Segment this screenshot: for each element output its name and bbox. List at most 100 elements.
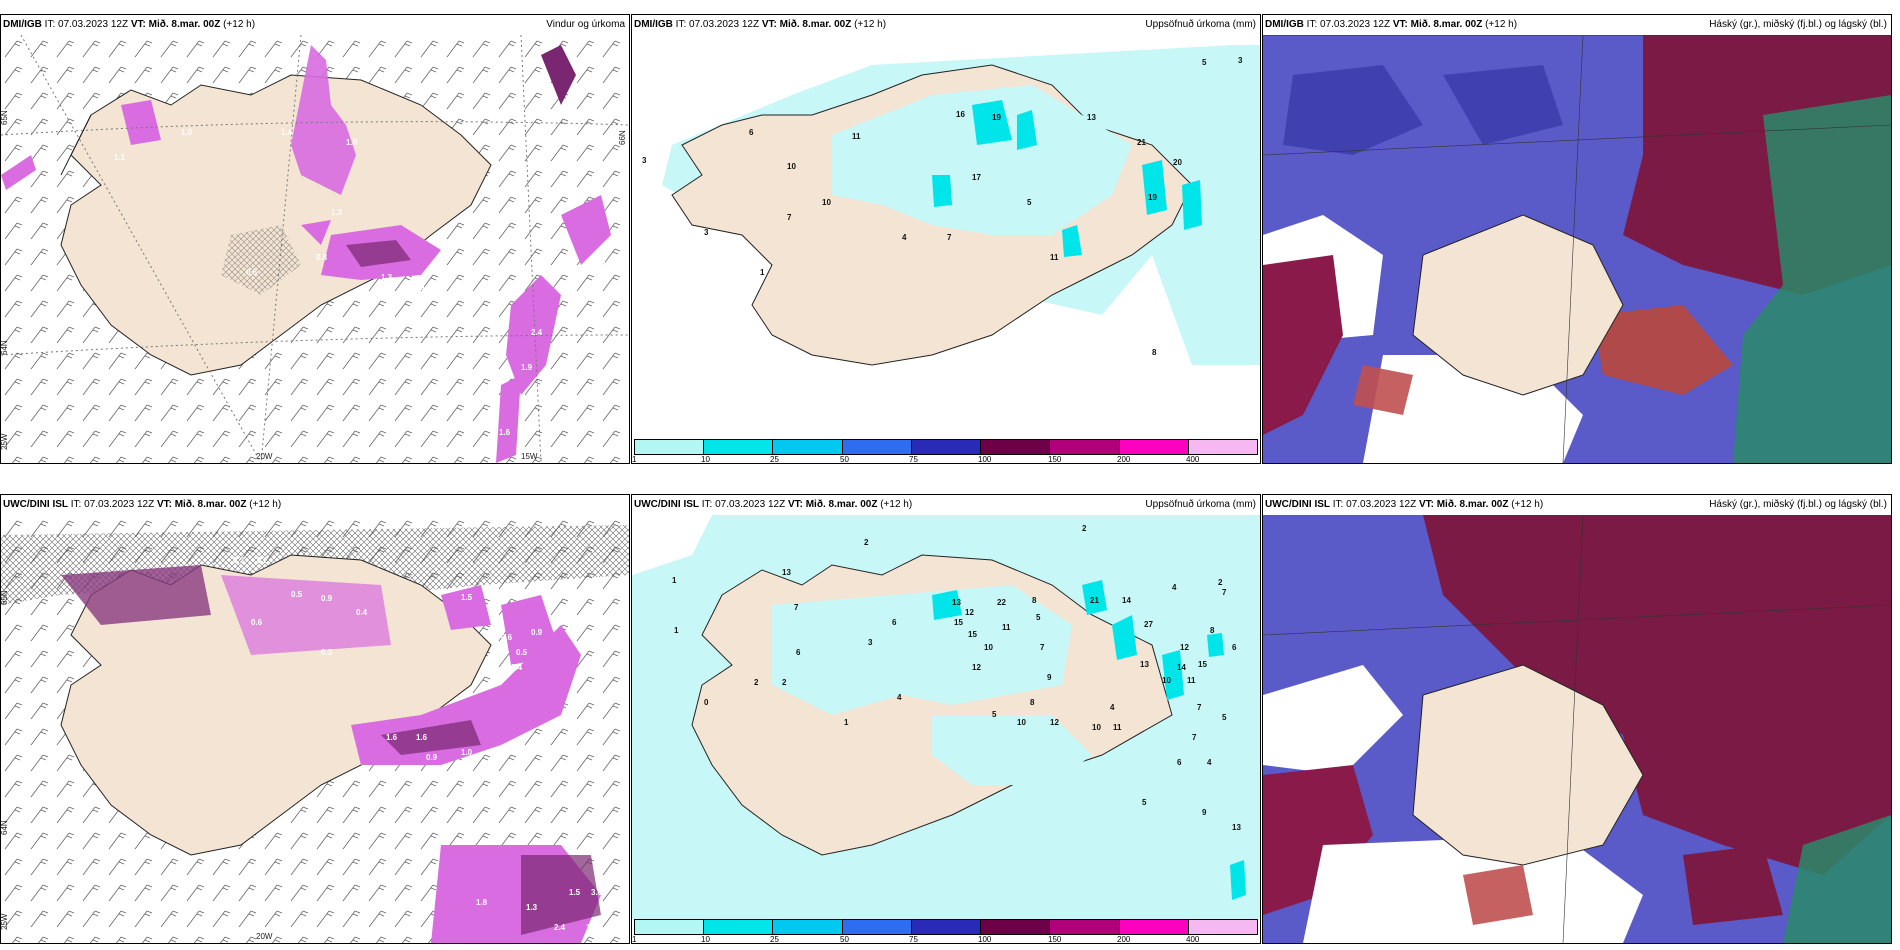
value-label: 1.0 xyxy=(181,128,193,137)
value-label: 5 xyxy=(1222,713,1227,722)
panel-header: DMI/IGB IT: 07.03.2023 12Z VT: Mið. 8.ma… xyxy=(1263,15,1891,35)
value-label: 20 xyxy=(1173,158,1182,167)
forecast-step: (+12 h) xyxy=(220,19,256,30)
value-label: 1 xyxy=(672,576,677,585)
panel-clouds-dmi: DMI/IGB IT: 07.03.2023 12Z VT: Mið. 8.ma… xyxy=(1262,14,1892,464)
value-label: 13 xyxy=(1087,113,1096,122)
legend-tick: 75 xyxy=(909,455,918,464)
value-label: 12 xyxy=(965,608,974,617)
panel-wind-precip-dmi: DMI/IGB IT: 07.03.2023 12Z VT: Mið. 8.ma… xyxy=(0,14,630,464)
valid-time-label: VT: xyxy=(1418,499,1434,510)
legend-tick: 100 xyxy=(978,455,992,464)
value-label: 17 xyxy=(972,173,981,182)
value-label: 1.1 xyxy=(114,153,126,162)
panel-accum-precip-dmi: DMI/IGB IT: 07.03.2023 12Z VT: Mið. 8.ma… xyxy=(631,14,1261,464)
precip-color-legend: 1 10 25 50 75 100 150 200 400 xyxy=(632,919,1260,943)
value-label: 3 xyxy=(868,638,873,647)
init-time: IT: 07.03.2023 12Z xyxy=(1330,499,1419,510)
map-canvas: 65N 64N 25W 20W 15W 66N 1.1 1.0 0.5 1.3 … xyxy=(1,35,629,463)
value-label: 8 xyxy=(1210,626,1215,635)
value-label: 0.9 xyxy=(321,594,333,603)
legend-tick: 1 xyxy=(632,935,637,944)
value-label: 12 xyxy=(1050,718,1059,727)
legend-swatch xyxy=(911,440,982,454)
forecast-step: (+12 h) xyxy=(1508,499,1544,510)
value-label: 9 xyxy=(1047,673,1052,682)
lat-label-64n: 64N xyxy=(1,820,9,835)
value-label: 0.5 xyxy=(516,648,528,657)
legend-tick: 100 xyxy=(978,935,992,944)
value-label: 13 xyxy=(1140,660,1149,669)
legend-tick: 75 xyxy=(909,935,918,944)
legend-swatch xyxy=(981,920,1051,934)
value-label: 1 xyxy=(844,718,849,727)
value-label: 7 xyxy=(1222,588,1227,597)
value-label: 6 xyxy=(749,128,754,137)
value-label: 10 xyxy=(1017,718,1026,727)
legend-swatch xyxy=(773,440,843,454)
legend-tick: 150 xyxy=(1048,455,1062,464)
value-label: 1.8 xyxy=(476,898,488,907)
init-time: IT: 07.03.2023 12Z xyxy=(699,499,788,510)
value-label: 14 xyxy=(1122,596,1131,605)
valid-time-label: VT: xyxy=(1392,19,1408,30)
panel-title: Háský (gr.), miðský (fj.bl.) og lágský (… xyxy=(1709,19,1887,30)
value-label: 1.0 xyxy=(461,748,473,757)
init-time: IT: 07.03.2023 12Z xyxy=(672,19,762,30)
value-label: 4 xyxy=(1110,703,1115,712)
value-label: 0.3 xyxy=(233,556,245,565)
value-label: 1.7 xyxy=(586,923,598,932)
value-label: 10 xyxy=(1092,723,1101,732)
value-label: 1.3 xyxy=(451,283,463,292)
value-label: 15 xyxy=(1198,660,1207,669)
valid-time: Mið. 8.mar. 00Z xyxy=(776,19,852,30)
legend-tick: 150 xyxy=(1048,935,1062,944)
value-label: 2 xyxy=(782,678,787,687)
value-label: 5 xyxy=(1027,198,1032,207)
map-canvas: 65N 64N 25W 20W 0.3 0.2 0.5 0.9 0.4 0.6 … xyxy=(1,515,629,943)
value-label: 22 xyxy=(997,598,1006,607)
panel-header: UWC/DINI ISL IT: 07.03.2023 12Z VT: Mið.… xyxy=(1,495,629,515)
value-label: 0.6 xyxy=(501,633,513,642)
value-label: 5 xyxy=(992,710,997,719)
panel-title: Uppsöfnuð úrkoma (mm) xyxy=(1145,19,1256,30)
value-label: 10 xyxy=(822,198,831,207)
value-label: 21 xyxy=(1137,138,1146,147)
value-label: 13 xyxy=(782,568,791,577)
value-label: 11 xyxy=(1187,676,1196,685)
value-label: 1.4 xyxy=(281,128,293,137)
model-name: DMI/IGB xyxy=(634,19,673,30)
panel-title: Háský (gr.), miðský (fj.bl.) og lágský (… xyxy=(1709,499,1887,510)
panel-header: UWC/DINI ISL IT: 07.03.2023 12Z VT: Mið.… xyxy=(1263,495,1891,515)
model-name: DMI/IGB xyxy=(3,19,42,30)
value-label: 16 xyxy=(956,110,965,119)
model-name: UWC/DINI ISL xyxy=(3,499,68,510)
value-label: 1.3 xyxy=(331,208,343,217)
value-label: 5 xyxy=(1036,613,1041,622)
value-label: 21 xyxy=(1090,596,1099,605)
legend-tick: 1 xyxy=(632,455,637,464)
valid-time: Mið. 8.mar. 00Z xyxy=(171,499,247,510)
legend-tick: 25 xyxy=(770,455,779,464)
value-label: 1.6 xyxy=(499,428,511,437)
value-label: 7 xyxy=(787,213,792,222)
panel-wind-precip-uwc: UWC/DINI ISL IT: 07.03.2023 12Z VT: Mið.… xyxy=(0,494,630,944)
value-label: 13 xyxy=(952,598,961,607)
legend-tick: 200 xyxy=(1117,455,1131,464)
valid-time: Mið. 8.mar. 00Z xyxy=(1407,19,1483,30)
legend-tick: 400 xyxy=(1186,935,1200,944)
value-label: 3.0 xyxy=(591,888,603,897)
value-label: 15 xyxy=(968,630,977,639)
legend-color-bar xyxy=(634,919,1258,935)
legend-tick: 50 xyxy=(840,935,849,944)
panel-header: UWC/DINI ISL IT: 07.03.2023 12Z VT: Mið.… xyxy=(632,495,1260,515)
value-label: 2 xyxy=(1218,578,1223,587)
legend-swatch xyxy=(1050,440,1120,454)
value-label: 11 xyxy=(1002,623,1011,632)
value-label: 1.6 xyxy=(386,733,398,742)
cloud-cover-map xyxy=(1263,35,1891,463)
legend-tick: 25 xyxy=(770,935,779,944)
legend-swatch xyxy=(842,920,912,934)
value-label: 0.4 xyxy=(356,608,368,617)
value-label: 10 xyxy=(1162,676,1171,685)
